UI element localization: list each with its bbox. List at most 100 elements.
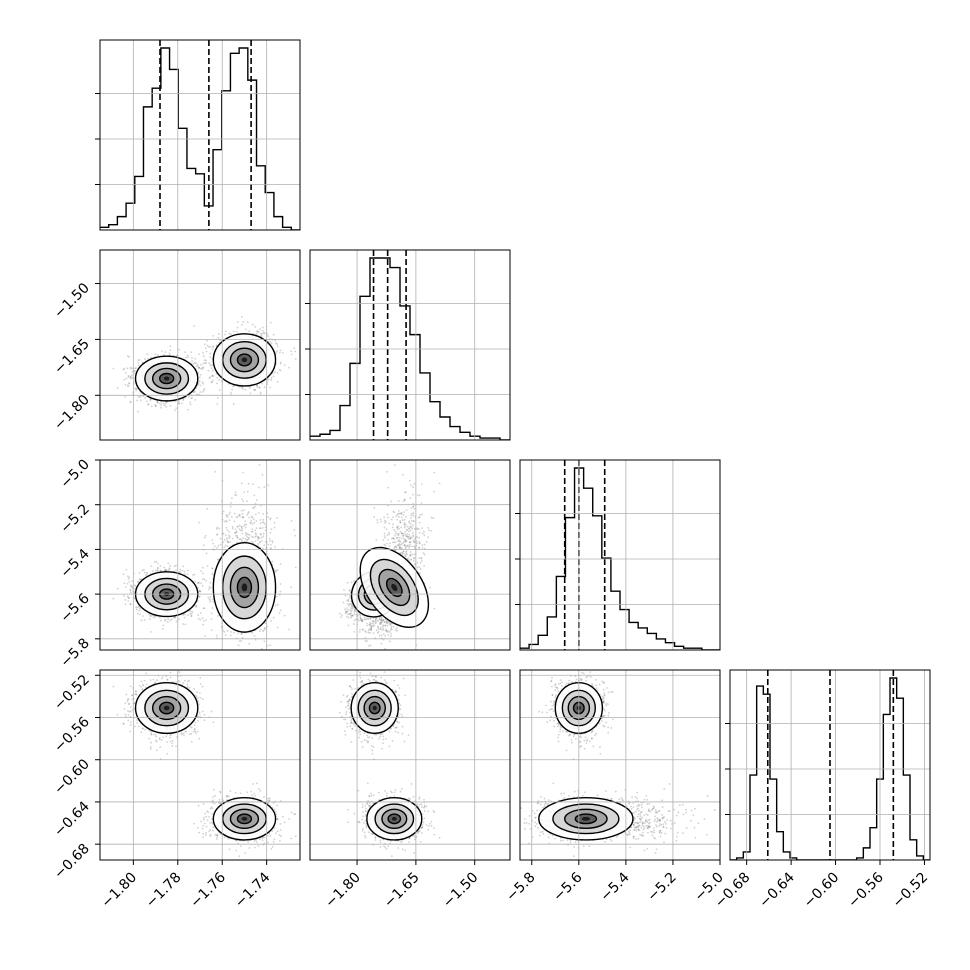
sample-point <box>211 539 214 542</box>
sample-point <box>290 350 293 353</box>
sample-point <box>202 623 205 626</box>
sample-point <box>258 661 260 663</box>
sample-point <box>129 401 132 404</box>
sample-point <box>159 565 162 567</box>
sample-point <box>237 525 240 528</box>
sample-point <box>248 536 250 539</box>
sample-point <box>263 332 266 335</box>
sample-point <box>216 533 219 536</box>
sample-point <box>276 517 278 519</box>
sample-point <box>168 352 171 355</box>
sample-point <box>227 541 230 544</box>
sample-point <box>211 369 214 372</box>
sample-point <box>202 355 205 358</box>
sample-point <box>259 527 262 530</box>
sample-point <box>254 325 257 328</box>
sample-point <box>257 330 260 333</box>
sample-point <box>257 331 260 334</box>
sample-point <box>164 618 167 621</box>
sample-point <box>216 558 219 561</box>
sample-point <box>294 358 297 360</box>
sample-point <box>258 464 261 466</box>
sample-point <box>275 351 278 354</box>
sample-point <box>129 377 132 380</box>
sample-point <box>209 599 211 602</box>
sample-point <box>252 483 254 486</box>
sample-point <box>252 518 255 521</box>
sample-point <box>273 521 276 524</box>
sample-point <box>204 635 206 638</box>
sample-point <box>134 367 136 370</box>
sample-point <box>251 530 254 533</box>
sample-point <box>159 569 162 572</box>
sample-point <box>241 386 244 389</box>
sample-point <box>160 619 162 622</box>
sample-point <box>197 586 199 589</box>
sample-point <box>199 373 202 376</box>
sample-point <box>200 367 202 370</box>
sample-point <box>143 568 145 571</box>
sample-point <box>211 572 214 575</box>
sample-point <box>186 354 189 357</box>
sample-point <box>228 511 231 514</box>
sample-point <box>146 573 148 576</box>
sample-point <box>199 590 201 593</box>
sample-point <box>254 513 257 516</box>
sample-point <box>269 540 271 542</box>
sample-point <box>124 383 127 386</box>
sample-point <box>234 531 236 534</box>
sample-point <box>290 586 293 589</box>
sample-point <box>211 607 214 609</box>
sample-point <box>139 399 142 402</box>
sample-point <box>199 590 202 593</box>
sample-point <box>116 386 119 389</box>
sample-point <box>195 606 197 608</box>
sample-point <box>246 538 249 541</box>
sample-point <box>156 401 158 403</box>
sample-point <box>231 388 233 391</box>
sample-point <box>278 351 281 354</box>
sample-point <box>169 404 172 407</box>
sample-point <box>232 402 235 405</box>
sample-point <box>130 374 133 377</box>
sample-point <box>267 543 270 546</box>
sample-point <box>167 618 170 621</box>
sample-point <box>254 535 257 538</box>
sample-point <box>270 377 273 379</box>
sample-point <box>163 404 166 407</box>
sample-point <box>173 565 176 568</box>
sample-point <box>219 537 222 540</box>
sample-point <box>234 528 237 531</box>
sample-point <box>261 473 264 476</box>
sample-point <box>197 582 199 584</box>
sample-point <box>190 615 193 618</box>
sample-point <box>225 514 228 517</box>
sample-point <box>200 582 202 585</box>
sample-point <box>195 393 198 396</box>
sample-point <box>262 512 265 515</box>
sample-point <box>235 531 238 533</box>
sample-point <box>209 595 212 598</box>
sample-point <box>270 620 273 623</box>
sample-point <box>144 574 147 577</box>
sample-point <box>129 603 132 606</box>
sample-point <box>248 516 251 519</box>
sample-point <box>226 539 228 542</box>
sample-point <box>194 357 197 360</box>
sample-point <box>198 595 201 598</box>
sample-point <box>197 381 200 384</box>
sample-point <box>232 385 235 388</box>
sample-point <box>168 567 171 570</box>
sample-point <box>261 526 264 529</box>
sample-point <box>129 400 132 403</box>
sample-point <box>236 320 239 323</box>
sample-point <box>137 581 140 583</box>
sample-point <box>218 527 221 530</box>
sample-point <box>238 513 241 516</box>
sample-point <box>123 595 125 597</box>
sample-point <box>196 363 199 366</box>
sample-point <box>208 598 211 600</box>
sample-point <box>127 597 130 600</box>
sample-point <box>272 616 275 619</box>
sample-point <box>211 348 214 351</box>
